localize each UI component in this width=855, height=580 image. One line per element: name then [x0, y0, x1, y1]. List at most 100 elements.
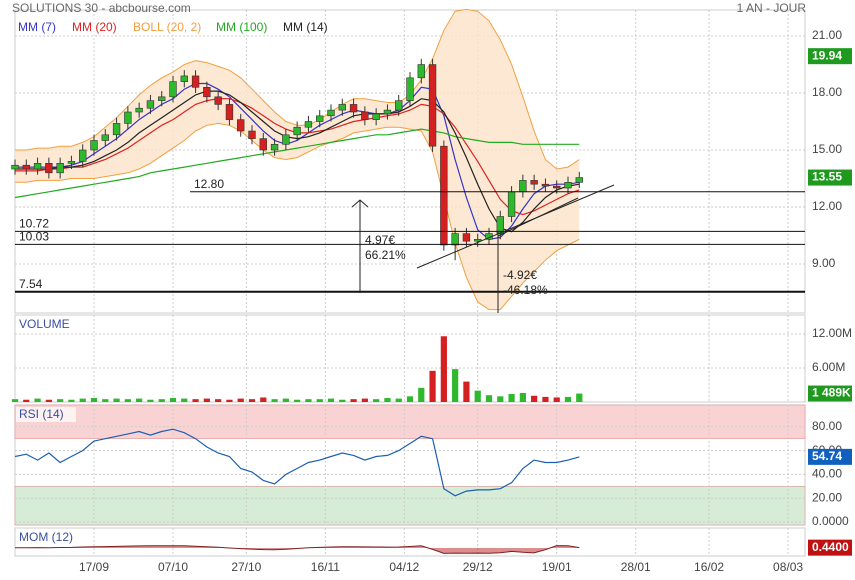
candle-body: [507, 191, 516, 217]
candle-body: [541, 183, 550, 187]
x-tick-label: 08/03: [773, 560, 803, 574]
volume-bar: [11, 399, 19, 402]
candle-body: [496, 216, 504, 234]
y-tick-label: 80.00: [812, 419, 842, 433]
candle-body: [180, 75, 188, 82]
volume-bar: [169, 398, 177, 402]
candle-body: [248, 130, 256, 139]
candle-body: [383, 109, 392, 115]
value-badge: [808, 169, 852, 186]
value-badge: [808, 448, 852, 465]
level-label: 10.03: [19, 230, 49, 244]
annotation: 4.97€: [365, 233, 395, 247]
y-tick-label: 6.00M: [812, 360, 845, 374]
rsi-zone: [14, 404, 806, 439]
volume-bar: [237, 398, 244, 402]
x-tick-label: 28/01: [621, 560, 651, 574]
candle-body: [451, 233, 459, 246]
candle-body: [101, 134, 109, 141]
volume-bar: [531, 395, 538, 402]
moving-average: [14, 128, 580, 199]
y-tick-label: 12.00M: [812, 326, 852, 340]
candle-body: [327, 109, 335, 117]
labels: SOLUTIONS 30 - abcbourse.com 1 AN - JOUR…: [12, 1, 852, 574]
volume-bar: [305, 399, 312, 402]
value-badge: [808, 385, 852, 402]
volume-bar: [553, 397, 560, 402]
volume-bar: [316, 399, 323, 402]
rsi-zone: [14, 486, 806, 526]
candle-body: [338, 104, 346, 111]
x-tick-label: 17/09: [79, 560, 109, 574]
level-label: 12.80: [194, 177, 224, 191]
volume-bar: [282, 398, 289, 402]
volume-bar: [474, 390, 481, 402]
candle-body: [304, 121, 313, 128]
y-tick-label: 9.00: [812, 256, 836, 270]
y-tick-label: 40.00: [812, 467, 842, 481]
volume-bar: [429, 370, 436, 402]
volume-bar: [192, 399, 199, 402]
volume-bar: [147, 399, 154, 402]
candle-body: [282, 134, 290, 145]
trend-line: [416, 184, 615, 269]
volume-bar: [519, 392, 526, 402]
x-tick-label: 16/11: [311, 560, 340, 574]
candle-body: [361, 111, 369, 120]
volume-bar: [350, 399, 357, 402]
volume-bar: [384, 398, 391, 402]
volume-bar: [440, 336, 447, 402]
y-tick-label: 12.00: [812, 199, 842, 213]
volume-bar: [203, 398, 210, 402]
legend-entry: MM (7): [18, 20, 56, 34]
rsi-line: [14, 428, 580, 497]
value-badge: [808, 48, 852, 65]
candle-body: [169, 81, 177, 98]
candle-body: [349, 104, 358, 113]
volume-bar: [79, 398, 86, 402]
candle-body: [259, 138, 267, 151]
volume-bar: [23, 399, 30, 402]
volume-bar: [508, 394, 515, 402]
candle-body: [372, 113, 380, 120]
volume-bar: [418, 387, 425, 402]
candle-body: [158, 96, 166, 101]
candle-body: [203, 87, 211, 98]
volume-bar: [542, 396, 549, 402]
candle-body: [56, 163, 64, 174]
annotations: [351, 184, 615, 313]
candle-body: [11, 164, 19, 170]
annotation: 66.21%: [365, 248, 406, 262]
candle-body: [225, 104, 234, 120]
candle-body: [237, 119, 245, 132]
volume-bar: [34, 398, 41, 402]
panel-title-bg: [16, 407, 76, 422]
candle-body: [530, 180, 538, 185]
candle-body: [124, 111, 132, 124]
candle-body: [33, 163, 42, 170]
candle-body: [462, 233, 471, 242]
value-badge-label: 19.94: [812, 48, 842, 62]
candle-body: [474, 238, 482, 242]
panel-title: VOLUME: [19, 317, 70, 331]
momentum-area: [15, 545, 580, 554]
value-badge-label: 0.4400: [812, 540, 849, 554]
panel-title-bg: [16, 530, 76, 545]
candle-body: [553, 185, 561, 189]
panel-title: RSI (14): [19, 407, 64, 421]
candle-body: [564, 182, 572, 189]
candle-body: [79, 149, 87, 162]
volume-bar: [564, 396, 572, 402]
candle-body: [519, 180, 527, 193]
candle-body: [112, 123, 121, 136]
y-tick-label: 21.00: [812, 28, 842, 42]
legend-entry: MM (14): [283, 20, 328, 34]
legend-entry: MM (20): [72, 20, 117, 34]
candle-body: [270, 144, 279, 151]
candle-body: [440, 145, 448, 246]
volume-bar: [294, 399, 301, 402]
value-badge-label: 54.74: [812, 449, 842, 463]
volume-bar: [373, 399, 380, 402]
value-badge-label: 1 489K: [812, 386, 851, 400]
volume-bar: [260, 397, 267, 402]
